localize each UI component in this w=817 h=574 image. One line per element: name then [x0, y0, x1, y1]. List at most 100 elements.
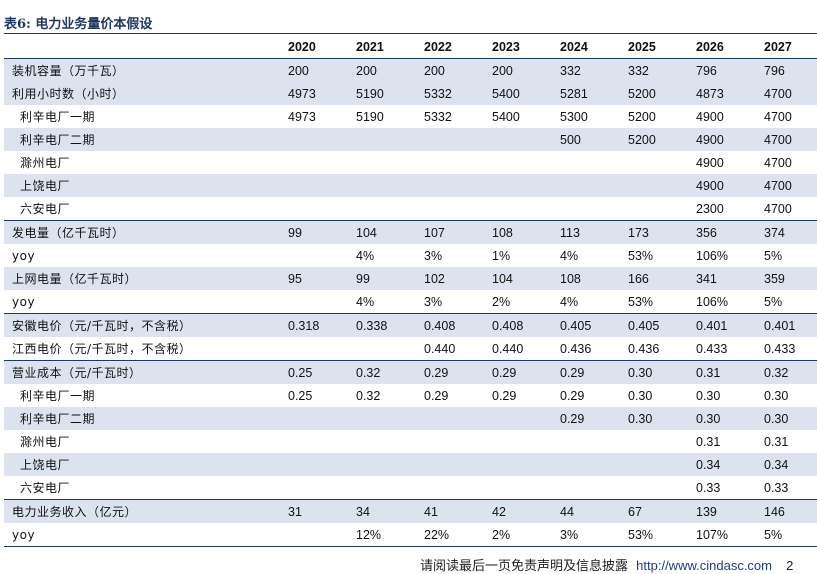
value-cell: 1%: [492, 248, 511, 263]
value-cell: 108: [552, 267, 620, 290]
value-cell: 0.31: [696, 434, 721, 449]
row-label: 电力业务收入（亿元）: [4, 499, 280, 523]
value-cell: 104: [348, 220, 416, 244]
value-cell: [280, 430, 348, 453]
value-cell: [348, 128, 416, 151]
row-label: 营业成本（元/千瓦时）: [4, 360, 280, 384]
value-cell: [620, 476, 688, 500]
value-cell: 0.30: [620, 360, 688, 384]
value-cell: 0.25: [288, 388, 313, 403]
table-row: yoy 4% 3% 2% 4% 53% 106% 5%: [4, 290, 817, 314]
year-header: 2023: [484, 35, 552, 59]
table-row: yoy 4% 3% 1% 4% 53% 106% 5%: [4, 244, 817, 267]
value-cell: [552, 197, 620, 221]
value-cell: 0.32: [348, 360, 416, 384]
value-cell: 0.29: [484, 360, 552, 384]
row-label: yoy: [4, 523, 280, 547]
row-label: 滁州电厂: [20, 435, 71, 449]
value-cell: 0.30: [688, 407, 756, 430]
value-cell: 0.29: [560, 388, 585, 403]
value-cell: 5332: [424, 109, 452, 124]
value-cell: 106%: [696, 248, 728, 263]
row-label: 六安电厂: [20, 481, 71, 495]
value-cell: 108: [484, 220, 552, 244]
value-cell: [620, 197, 688, 221]
value-cell: 0.31: [764, 434, 789, 449]
table-row: 上饶电厂 0.34 0.34: [4, 453, 817, 476]
table-row: 利辛电厂一期 4973 5190 5332 5400 5300 5200 4900 4700: [4, 105, 817, 128]
value-cell: 53%: [628, 294, 654, 309]
row-label: 江西电价（元/千瓦时，不含税）: [12, 342, 192, 356]
value-cell: 5%: [764, 294, 783, 309]
value-cell: [620, 453, 688, 476]
value-cell: 0.29: [416, 360, 484, 384]
value-cell: 5300: [560, 109, 588, 124]
value-cell: 102: [416, 267, 484, 290]
value-cell: 341: [688, 267, 756, 290]
value-cell: 0.436: [560, 341, 592, 356]
value-cell: 5%: [764, 248, 783, 263]
table-row: 上网电量（亿千瓦时） 95 99 102 104 108 166 341 359: [4, 267, 817, 290]
value-cell: 0.408: [484, 313, 552, 337]
value-cell: 22%: [416, 523, 484, 547]
value-cell: 4900: [696, 109, 724, 124]
value-cell: [280, 244, 348, 267]
value-cell: 0.405: [620, 313, 688, 337]
year-header: 2022: [416, 35, 484, 59]
value-cell: 5190: [356, 109, 384, 124]
value-cell: [484, 453, 552, 476]
year-header: 2020: [280, 35, 348, 59]
value-cell: 359: [756, 267, 817, 290]
table-row: 滁州电厂 4900 4700: [4, 151, 817, 174]
value-cell: 0.29: [424, 388, 449, 403]
row-label: 装机容量（万千瓦）: [4, 58, 280, 82]
value-cell: [348, 430, 416, 453]
value-cell: 374: [756, 220, 817, 244]
table-row: 利辛电厂二期 0.29 0.30 0.30 0.30: [4, 407, 817, 430]
value-cell: 4700: [764, 201, 792, 216]
value-cell: 0.401: [688, 313, 756, 337]
value-cell: 53%: [620, 523, 688, 547]
row-label: 六安电厂: [20, 202, 71, 216]
value-cell: 332: [620, 58, 688, 82]
value-cell: 4%: [356, 248, 375, 263]
value-cell: [552, 174, 620, 197]
value-cell: [280, 407, 348, 430]
value-cell: 0.433: [764, 341, 796, 356]
value-cell: [348, 476, 416, 500]
value-cell: 0.25: [280, 360, 348, 384]
value-cell: 146: [756, 499, 817, 523]
value-cell: 12%: [348, 523, 416, 547]
value-cell: 0.401: [756, 313, 817, 337]
value-cell: [416, 197, 484, 221]
table-row: 六安电厂 0.33 0.33: [4, 476, 817, 500]
row-label: 利辛电厂一期: [20, 389, 96, 403]
value-cell: [348, 453, 416, 476]
year-header: 2025: [620, 35, 688, 59]
value-cell: 3%: [424, 294, 443, 309]
value-cell: 0.30: [764, 388, 789, 403]
value-cell: 44: [552, 499, 620, 523]
value-cell: 4%: [356, 294, 375, 309]
value-cell: 0.34: [688, 453, 756, 476]
value-cell: [484, 476, 552, 500]
value-cell: 34: [348, 499, 416, 523]
value-cell: [416, 128, 484, 151]
website-link[interactable]: http://www.cindasc.com: [636, 558, 772, 573]
value-cell: 106%: [696, 294, 728, 309]
value-cell: 0.318: [280, 313, 348, 337]
value-cell: [552, 476, 620, 500]
value-cell: [552, 151, 620, 174]
value-cell: 0.338: [348, 313, 416, 337]
value-cell: [620, 174, 688, 197]
value-cell: 5281: [552, 82, 620, 105]
value-cell: [280, 128, 348, 151]
value-cell: 500: [552, 128, 620, 151]
value-cell: [280, 337, 348, 361]
row-label: 上饶电厂: [4, 453, 280, 476]
table-row: 电力业务收入（亿元） 31 34 41 42 44 67 139 146: [4, 499, 817, 523]
value-cell: [416, 407, 484, 430]
value-cell: 796: [688, 58, 756, 82]
value-cell: 2%: [484, 523, 552, 547]
value-cell: [280, 197, 348, 221]
